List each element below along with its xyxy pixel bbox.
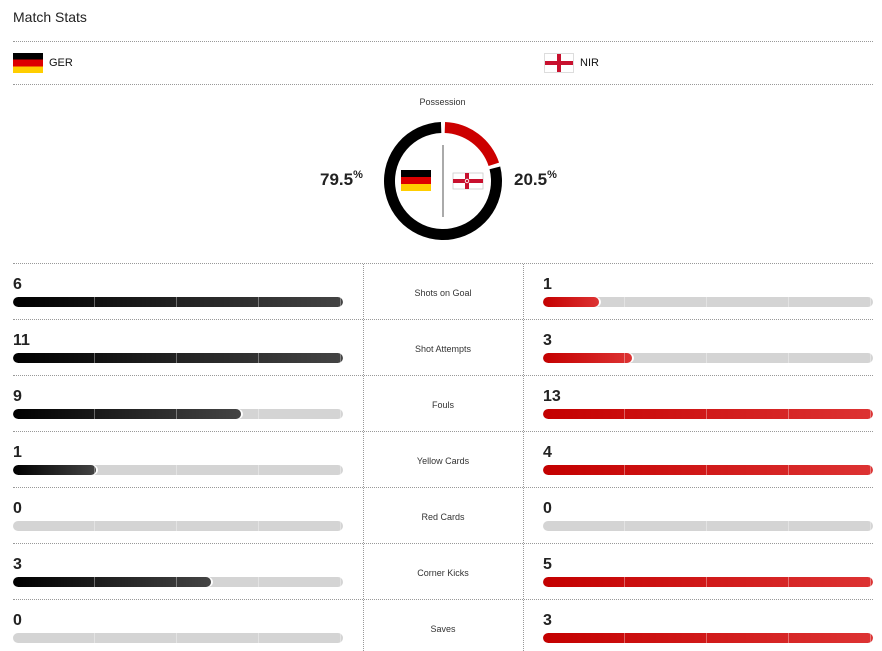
away-stat-bar (543, 297, 873, 307)
home-stat-bar-fill (13, 465, 96, 475)
home-stat-value: 6 (13, 276, 22, 293)
away-stat-bar-fill (543, 353, 633, 363)
away-stat-bar-fill (543, 409, 873, 419)
column-divider (363, 544, 364, 599)
stat-row: 3 Corner Kicks 5 (13, 543, 873, 599)
home-stat-bar (13, 633, 343, 643)
home-stat-bar-fill (13, 409, 241, 419)
home-stat-value: 3 (13, 556, 22, 573)
away-stat-bar-fill (543, 297, 600, 307)
home-stat-value: 11 (13, 332, 30, 349)
germany-flag-icon (401, 170, 431, 191)
column-divider (523, 432, 524, 487)
column-divider (523, 264, 524, 319)
stat-row: 0 Red Cards 0 (13, 487, 873, 543)
away-stat-bar (543, 465, 873, 475)
stat-row: 9 Fouls 13 (13, 375, 873, 431)
column-divider (363, 432, 364, 487)
column-divider (523, 376, 524, 431)
home-stat-bar (13, 577, 343, 587)
away-stat-value: 1 (543, 276, 552, 293)
column-divider (523, 544, 524, 599)
home-stat-bar (13, 297, 343, 307)
stat-row: 0 Saves 3 (13, 599, 873, 651)
germany-flag-icon (13, 53, 43, 73)
column-divider (523, 600, 524, 651)
away-possession-value: 20.5% (514, 169, 557, 189)
away-stat-bar-fill (543, 465, 873, 475)
home-stat-bar-fill (13, 297, 343, 307)
possession-label: Possession (419, 97, 466, 107)
away-stat-value: 5 (543, 556, 552, 573)
away-stat-value: 3 (543, 612, 552, 629)
home-stat-bar-fill (13, 577, 211, 587)
column-divider (523, 320, 524, 375)
column-divider (363, 600, 364, 651)
column-divider (363, 376, 364, 431)
home-stat-value: 9 (13, 388, 22, 405)
home-team-abbr: GER (49, 57, 73, 69)
away-possession-arc (444, 122, 500, 167)
stat-label: Saves (430, 624, 456, 634)
home-stat-value: 0 (13, 500, 22, 517)
away-stat-bar-fill (543, 633, 873, 643)
divider (13, 41, 873, 42)
column-divider (363, 320, 364, 375)
away-stat-bar (543, 633, 873, 643)
column-divider (363, 488, 364, 543)
away-stat-value: 0 (543, 500, 552, 517)
home-stat-bar (13, 353, 343, 363)
divider (13, 84, 873, 85)
home-stat-value: 1 (13, 444, 22, 461)
stat-row: 11 Shot Attempts 3 (13, 319, 873, 375)
stats-table: 6 Shots on Goal 1 11 Shot Attempts 3 9 (13, 263, 873, 651)
home-stat-bar (13, 465, 343, 475)
stat-label: Fouls (431, 400, 454, 410)
home-stat-bar-fill (13, 353, 343, 363)
away-stat-bar (543, 521, 873, 531)
stat-label: Red Cards (421, 512, 465, 522)
away-stat-value: 3 (543, 332, 552, 349)
home-team: GER (13, 53, 73, 73)
northern-ireland-flag-icon (544, 53, 574, 73)
stat-label: Corner Kicks (417, 568, 469, 578)
away-stat-bar (543, 577, 873, 587)
stat-label: Shot Attempts (414, 344, 472, 354)
away-stat-bar (543, 409, 873, 419)
away-team: NIR (544, 53, 599, 73)
northern-ireland-flag-icon (452, 172, 484, 190)
stat-label: Yellow Cards (416, 456, 470, 466)
home-stat-value: 0 (13, 612, 22, 629)
away-stat-bar (543, 353, 873, 363)
column-divider (523, 488, 524, 543)
column-divider (363, 264, 364, 319)
away-stat-bar-fill (543, 577, 873, 587)
home-stat-bar (13, 521, 343, 531)
home-possession-value: 79.5% (320, 169, 363, 189)
stat-row: 1 Yellow Cards 4 (13, 431, 873, 487)
stat-label: Shots on Goal (414, 288, 472, 298)
stat-row: 6 Shots on Goal 1 (13, 263, 873, 319)
away-stat-value: 13 (543, 388, 561, 405)
page-title: Match Stats (13, 9, 87, 25)
possession-donut-chart (384, 122, 502, 240)
home-stat-bar (13, 409, 343, 419)
away-team-abbr: NIR (580, 57, 599, 69)
away-stat-value: 4 (543, 444, 552, 461)
